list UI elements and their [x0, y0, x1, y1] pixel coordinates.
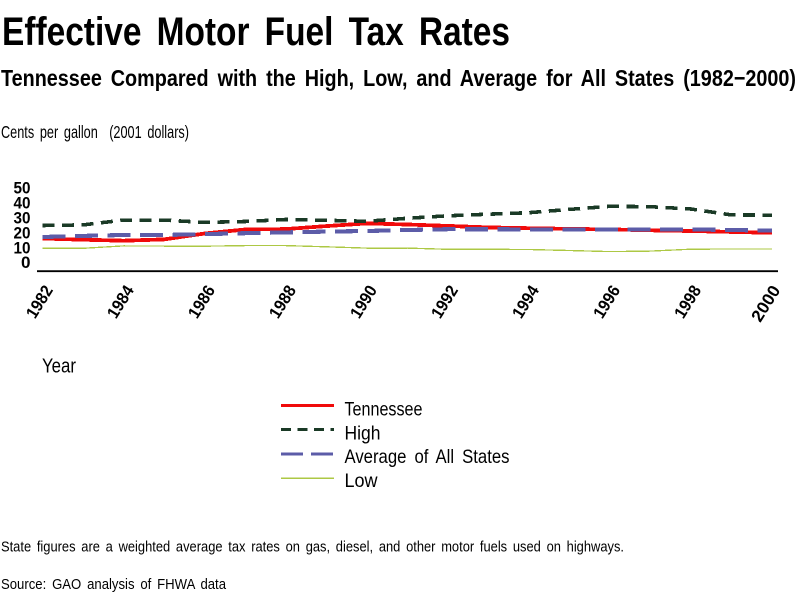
svg-text:Low: Low: [345, 470, 379, 492]
svg-text:50: 50: [14, 179, 31, 198]
svg-text:20: 20: [14, 223, 31, 242]
svg-text:Source: GAO analysis of FHWA d: Source: GAO analysis of FHWA data: [1, 576, 227, 593]
svg-text:40: 40: [14, 194, 31, 213]
svg-text:Tennessee: Tennessee: [345, 399, 423, 421]
svg-text:High: High: [345, 422, 381, 444]
svg-text:Year: Year: [42, 356, 76, 378]
svg-text:Tennessee Compared with the Hi: Tennessee Compared with the High, Low, a…: [1, 65, 796, 91]
svg-text:0: 0: [21, 253, 31, 272]
svg-text:30: 30: [14, 209, 31, 228]
svg-text:Effective Motor Fuel Tax Rates: Effective Motor Fuel Tax Rates: [2, 10, 510, 54]
svg-text:10: 10: [14, 238, 31, 257]
svg-text:Average of All States: Average of All States: [345, 446, 510, 468]
svg-text:Cents per gallon (2001 dollar: Cents per gallon (2001 dollars): [1, 122, 189, 142]
svg-text:State figures are a weighted a: State figures are a weighted average tax…: [1, 539, 624, 556]
